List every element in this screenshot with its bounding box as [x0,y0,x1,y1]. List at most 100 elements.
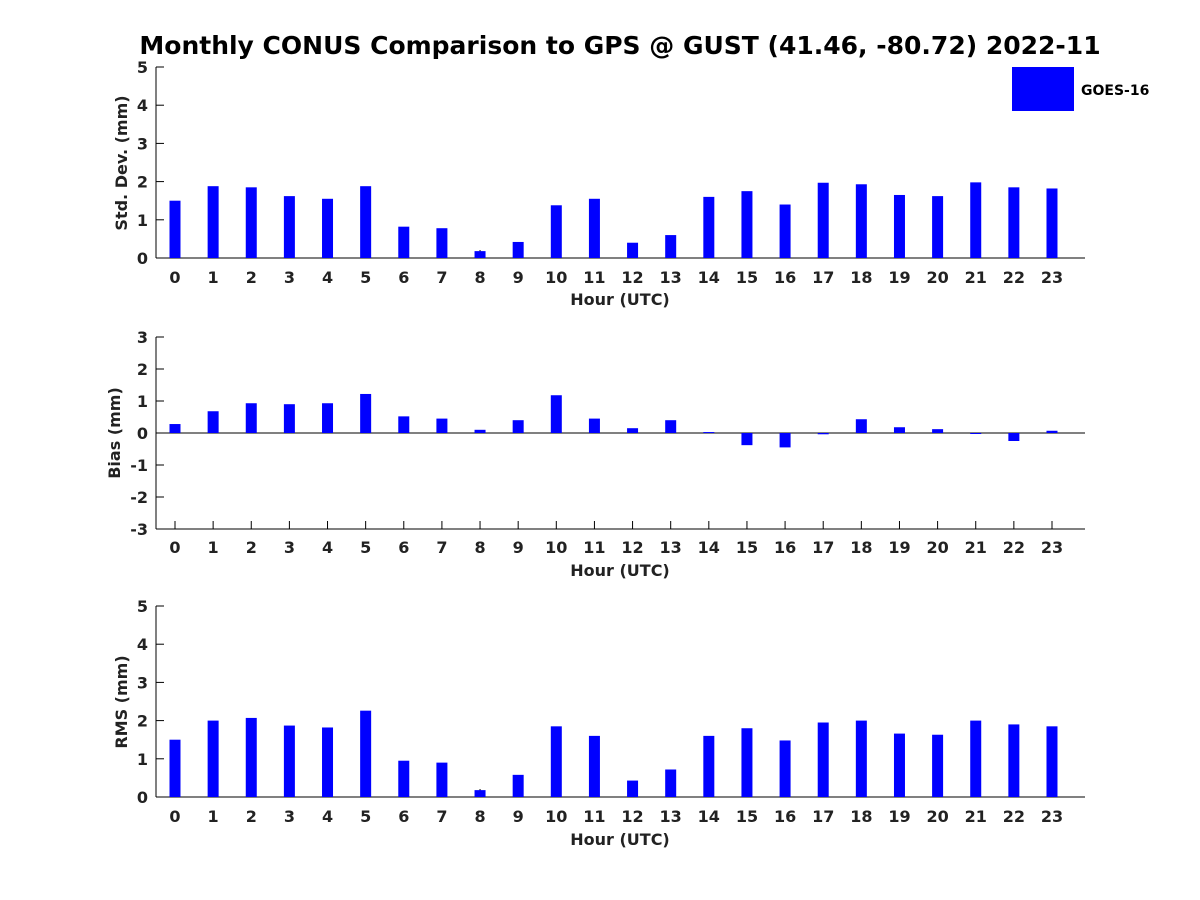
std-dev-bar-hour-4 [322,198,334,258]
rms-bar-hour-0 [169,739,181,797]
std-dev-xtick-label: 9 [513,268,524,287]
rms-bar-hour-12 [627,780,639,797]
std-dev-xtick-label: 14 [698,268,720,287]
rms-bar-hour-6 [398,760,410,797]
std-dev-xtick-label: 18 [850,268,872,287]
bias-xtick-label: 12 [621,538,643,557]
bias-xtick-label: 23 [1041,538,1063,557]
bias-xtick-label: 22 [1003,538,1025,557]
bias-ytick-label: -1 [130,456,148,475]
std-dev-xtick-label: 21 [965,268,987,287]
rms-bar-hour-20 [932,734,944,797]
bias-xtick-label: 11 [583,538,605,557]
std-dev-bar-hour-17 [817,182,829,258]
bias-bar-hour-14 [703,432,715,434]
bias-bar-hour-16 [779,433,791,448]
bias-bar-hour-10 [550,395,562,433]
std-dev-xtick-label: 15 [736,268,758,287]
rms-bar-hour-15 [741,728,753,797]
bias-bar-hour-7 [436,418,448,433]
rms-bar-hour-21 [970,720,982,797]
rms-bar-hour-1 [207,720,219,797]
std-dev-ytick-label: 4 [137,96,148,115]
rms-bar-hour-4 [322,727,334,797]
bias-xtick-label: 19 [888,538,910,557]
chart-title: Monthly CONUS Comparison to GPS @ GUST (… [139,31,1100,60]
std-dev-bar-hour-0 [169,200,181,258]
bias-xtick-label: 8 [474,538,485,557]
std-dev-bar-hour-9 [512,241,524,258]
rms-bar-hour-18 [855,720,867,797]
std-dev-bar-hour-22 [1008,187,1020,258]
bias-bar-hour-1 [207,411,219,433]
std-dev-xtick-label: 17 [812,268,834,287]
rms-ytick-label: 2 [137,712,148,731]
rms-xtick-label: 6 [398,807,409,826]
rms-xlabel: Hour (UTC) [570,830,670,849]
bias-xtick-label: 16 [774,538,796,557]
rms-ytick-label: 4 [137,635,148,654]
std-dev-xtick-label: 13 [660,268,682,287]
std-dev-xtick-label: 8 [474,268,485,287]
std-dev-bar-hour-1 [207,186,219,258]
bias-xtick-label: 7 [436,538,447,557]
bias-bar-hour-0 [169,424,181,433]
std-dev-bar-hour-16 [779,204,791,258]
bias-bar-hour-12 [627,428,639,433]
rms-xtick-label: 21 [965,807,987,826]
rms-bar-hour-17 [817,722,829,797]
rms-xtick-label: 16 [774,807,796,826]
rms-ytick-label: 5 [137,597,148,616]
bias-ytick-label: 0 [137,424,148,443]
rms-xtick-label: 14 [698,807,720,826]
bias-xtick-label: 20 [926,538,948,557]
bias-xtick-label: 0 [169,538,180,557]
bias-ytick-label: -2 [130,488,148,507]
std-dev-xtick-label: 7 [436,268,447,287]
bias-xtick-label: 4 [322,538,333,557]
rms-bar-hour-11 [588,735,600,797]
bias-xtick-label: 18 [850,538,872,557]
rms-bar-hour-7 [436,762,448,797]
bias-bar-hour-8 [474,429,486,433]
std-dev-xtick-label: 10 [545,268,567,287]
rms-xtick-label: 9 [513,807,524,826]
std-dev-bar-hour-11 [588,198,600,258]
bias-ytick-label: -3 [130,520,148,539]
bias-xtick-label: 5 [360,538,371,557]
bias-bar-hour-13 [665,420,677,433]
rms-bar-hour-22 [1008,724,1020,797]
std-dev-xtick-label: 5 [360,268,371,287]
rms-xtick-label: 3 [284,807,295,826]
std-dev-xtick-label: 1 [208,268,219,287]
std-dev-bar-hour-7 [436,228,448,258]
rms-xtick-label: 22 [1003,807,1025,826]
bias-ytick-label: 3 [137,328,148,347]
std-dev-bar-hour-21 [970,182,982,258]
std-dev-ytick-label: 0 [137,249,148,268]
bias-bar-hour-5 [360,393,372,433]
rms-xtick-label: 1 [208,807,219,826]
rms-ytick-label: 0 [137,788,148,807]
bias-bar-hour-6 [398,416,410,433]
bias-bar-hour-20 [932,429,944,433]
rms-ytick-label: 3 [137,673,148,692]
bias-xtick-label: 21 [965,538,987,557]
bias-bar-hour-11 [588,418,600,433]
rms-xtick-label: 2 [246,807,257,826]
std-dev-xtick-label: 6 [398,268,409,287]
bias-bar-hour-17 [817,433,829,435]
std-dev-ytick-label: 5 [137,58,148,77]
rms-xtick-label: 5 [360,807,371,826]
std-dev-xtick-label: 22 [1003,268,1025,287]
rms-xtick-label: 4 [322,807,333,826]
std-dev-bar-hour-18 [855,184,867,258]
rms-xtick-label: 17 [812,807,834,826]
bias-bar-hour-21 [970,433,982,434]
std-dev-xlabel: Hour (UTC) [570,290,670,309]
bias-bar-hour-2 [245,403,257,433]
rms-bar-hour-8 [474,790,486,797]
bias-xtick-label: 14 [698,538,720,557]
rms-bar-hour-2 [245,717,257,797]
bias-ylabel: Bias (mm) [105,387,124,479]
